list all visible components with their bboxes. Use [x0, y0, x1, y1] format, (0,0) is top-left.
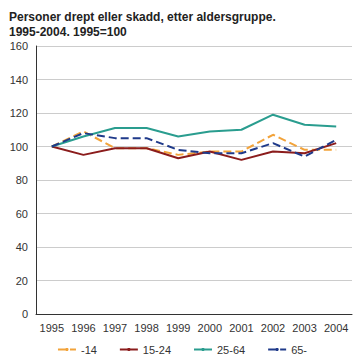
- svg-text:1998: 1998: [134, 322, 158, 334]
- svg-text:-14: -14: [81, 344, 97, 356]
- svg-text:2004: 2004: [324, 322, 348, 334]
- svg-text:15-24: 15-24: [143, 344, 171, 356]
- svg-text:2002: 2002: [261, 322, 285, 334]
- svg-text:1995: 1995: [40, 322, 64, 334]
- svg-text:65-: 65-: [291, 344, 307, 356]
- svg-text:100: 100: [10, 141, 28, 153]
- svg-text:80: 80: [16, 174, 28, 186]
- svg-text:1999: 1999: [166, 322, 190, 334]
- svg-text:2000: 2000: [198, 322, 222, 334]
- svg-text:2003: 2003: [292, 322, 316, 334]
- svg-text:1995-2004. 1995=100: 1995-2004. 1995=100: [9, 25, 127, 39]
- svg-text:20: 20: [16, 275, 28, 287]
- svg-text:2001: 2001: [229, 322, 253, 334]
- svg-text:25-64: 25-64: [217, 344, 245, 356]
- svg-text:140: 140: [10, 74, 28, 86]
- svg-text:120: 120: [10, 107, 28, 119]
- svg-text:Personer drept eller skadd, et: Personer drept eller skadd, etter alders…: [9, 10, 276, 24]
- svg-text:1997: 1997: [103, 322, 127, 334]
- svg-text:160: 160: [10, 40, 28, 52]
- svg-text:1996: 1996: [71, 322, 95, 334]
- svg-text:60: 60: [16, 208, 28, 220]
- svg-text:0: 0: [22, 308, 28, 320]
- svg-text:40: 40: [16, 241, 28, 253]
